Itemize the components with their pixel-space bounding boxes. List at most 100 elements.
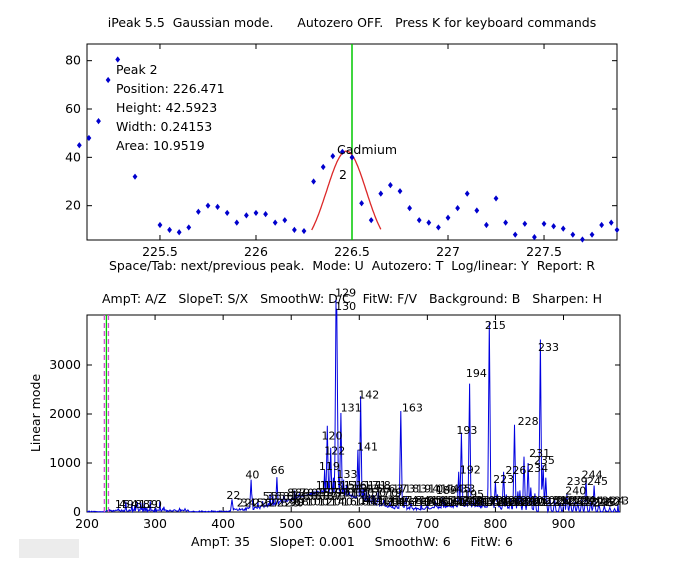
x-tick-label: 227 (436, 244, 460, 259)
peak-label-119: 119 (319, 460, 340, 473)
zoom-cursor-magenta-lines (103, 315, 110, 512)
peak-label-cluster: 2324252627282930 (237, 497, 304, 510)
lower-ylabel: Linear mode (28, 374, 43, 453)
diamond-marker (570, 231, 576, 238)
peak-label-192: 192 (460, 463, 481, 476)
diamond-marker (234, 219, 240, 226)
peak-info-line: Position: 226.471 (116, 81, 225, 96)
y-tick-label: 0 (73, 504, 81, 519)
peak-label-131: 131 (341, 402, 362, 415)
diamond-marker (474, 207, 480, 214)
peak-label-215: 215 (485, 319, 506, 332)
diamond-marker (349, 154, 355, 161)
x-tick-label: 500 (279, 516, 303, 531)
peak-label-cluster: 13213413513613713813914014144353 (344, 482, 475, 495)
diamond-marker (512, 231, 518, 238)
peak-label-cluster: 154156158160162164166168170172 (388, 496, 510, 509)
x-tick-label: 225.5 (142, 244, 178, 259)
peak-label-cluster: 9698100102104106108110112114 (290, 496, 405, 509)
lower-plot-title-help: AmpT: A/Z SlopeT: S/X SmoothW: D/C FitW:… (102, 291, 602, 306)
peak-label-cluster: 8587909295979910103105107109 (287, 486, 402, 499)
upper-axis-ticks (87, 44, 617, 240)
diamond-marker (368, 217, 374, 224)
diamond-marker (115, 56, 121, 63)
diamond-marker (105, 76, 111, 84)
peak-label-246: 246 (592, 497, 613, 510)
diamond-marker (388, 182, 393, 189)
peak-label-122: 122 (324, 445, 345, 458)
x-tick-label: 700 (415, 516, 439, 531)
peak-label-195: 195 (463, 488, 484, 501)
peak-info-line: Peak 2 (116, 62, 158, 77)
diamond-marker (359, 200, 365, 207)
diamond-marker (301, 227, 307, 235)
diamond-marker (541, 220, 547, 227)
diamond-marker (551, 223, 557, 230)
diamond-marker (243, 212, 249, 219)
diamond-marker (320, 163, 326, 171)
diamond-marker (132, 173, 138, 180)
y-tick-label: 1000 (49, 455, 81, 470)
peak-label-234: 234 (527, 462, 548, 475)
peak-label-163: 163 (402, 402, 423, 415)
peak-label-240: 240 (565, 484, 586, 497)
x-tick-label: 300 (143, 516, 167, 531)
lower-spectrum-plot[interactable]: 14594818290 23242526272829305356586163656… (86, 286, 632, 514)
peak-info-line: Height: 42.5923 (116, 100, 217, 115)
peak-label-cluster: 144145146147148149150151152153 (359, 494, 482, 507)
peak-label-239: 239 (567, 475, 588, 488)
diamond-marker (291, 226, 297, 233)
peak-label-245: 245 (587, 475, 608, 488)
diamond-marker (416, 217, 422, 224)
diamond-marker (532, 233, 537, 241)
diamond-marker (186, 224, 192, 231)
diamond-marker (580, 236, 585, 243)
diamond-marker (339, 148, 345, 155)
peak-label-22: 22 (226, 489, 240, 502)
x-tick-label: 200 (75, 516, 99, 531)
peak-label-120: 120 (322, 429, 343, 442)
element-label: Cadmium (337, 142, 397, 157)
diamond-marker (282, 217, 288, 224)
diamond-marker (397, 188, 403, 195)
diamond-marker (195, 208, 201, 215)
peak-label-40: 40 (245, 469, 259, 482)
peak-label-130: 130 (335, 300, 356, 313)
peak-label-226: 226 (505, 464, 526, 477)
y-tick-label: 40 (65, 149, 81, 164)
peak-label-cluster: 216218220221222224225227229230 (497, 496, 620, 509)
diamond-marker (407, 204, 413, 212)
y-tick-label: 80 (65, 53, 81, 68)
upper-xlabel-help: Space/Tab: next/previous peak. Mode: U A… (109, 258, 595, 273)
lower-xtick-labels: 200 300 400 500 600 700 800 900 (75, 516, 575, 531)
data-points (76, 56, 620, 243)
diamond-marker (608, 219, 614, 226)
y-tick-label: 60 (65, 101, 81, 116)
peak-label-cluster: 53565861636566686970 (263, 490, 346, 503)
x-tick-label: 226.5 (334, 244, 370, 259)
diamond-marker (484, 221, 489, 229)
diamond-marker (167, 226, 172, 233)
peak-label-cluster: 236237238241242243 (554, 495, 629, 508)
peak-label-141: 141 (357, 440, 378, 453)
upper-peak-plot[interactable]: Peak 2 Position: 226.471 Height: 42.5923 Wi… (76, 43, 620, 243)
x-tick-label: 800 (483, 516, 507, 531)
figure-title: iPeak 5.5 Gaussian mode. Autozero OFF. P… (108, 15, 596, 30)
x-tick-label: 600 (347, 516, 371, 531)
upper-ytick-labels: 20 40 60 80 (65, 53, 81, 213)
diamond-marker (253, 209, 259, 217)
y-tick-label: 20 (65, 198, 81, 213)
overlapping-peak-number-labels: 14594818290 23242526272829305356586163656… (115, 479, 632, 511)
x-tick-label: 227.5 (526, 244, 562, 259)
diamond-marker (378, 190, 384, 197)
peak-label-cluster: 111113115116117118 (316, 479, 391, 492)
y-tick-label: 2000 (49, 406, 81, 421)
peak-label-235: 235 (534, 454, 555, 467)
window-artifact-box (19, 539, 79, 558)
diamond-marker (503, 219, 509, 226)
diamond-marker (599, 221, 605, 229)
lower-ytick-labels: 0 1000 2000 3000 (49, 357, 81, 519)
peak-label-223: 223 (493, 473, 514, 486)
peak-info-line: Area: 10.9519 (116, 138, 205, 153)
